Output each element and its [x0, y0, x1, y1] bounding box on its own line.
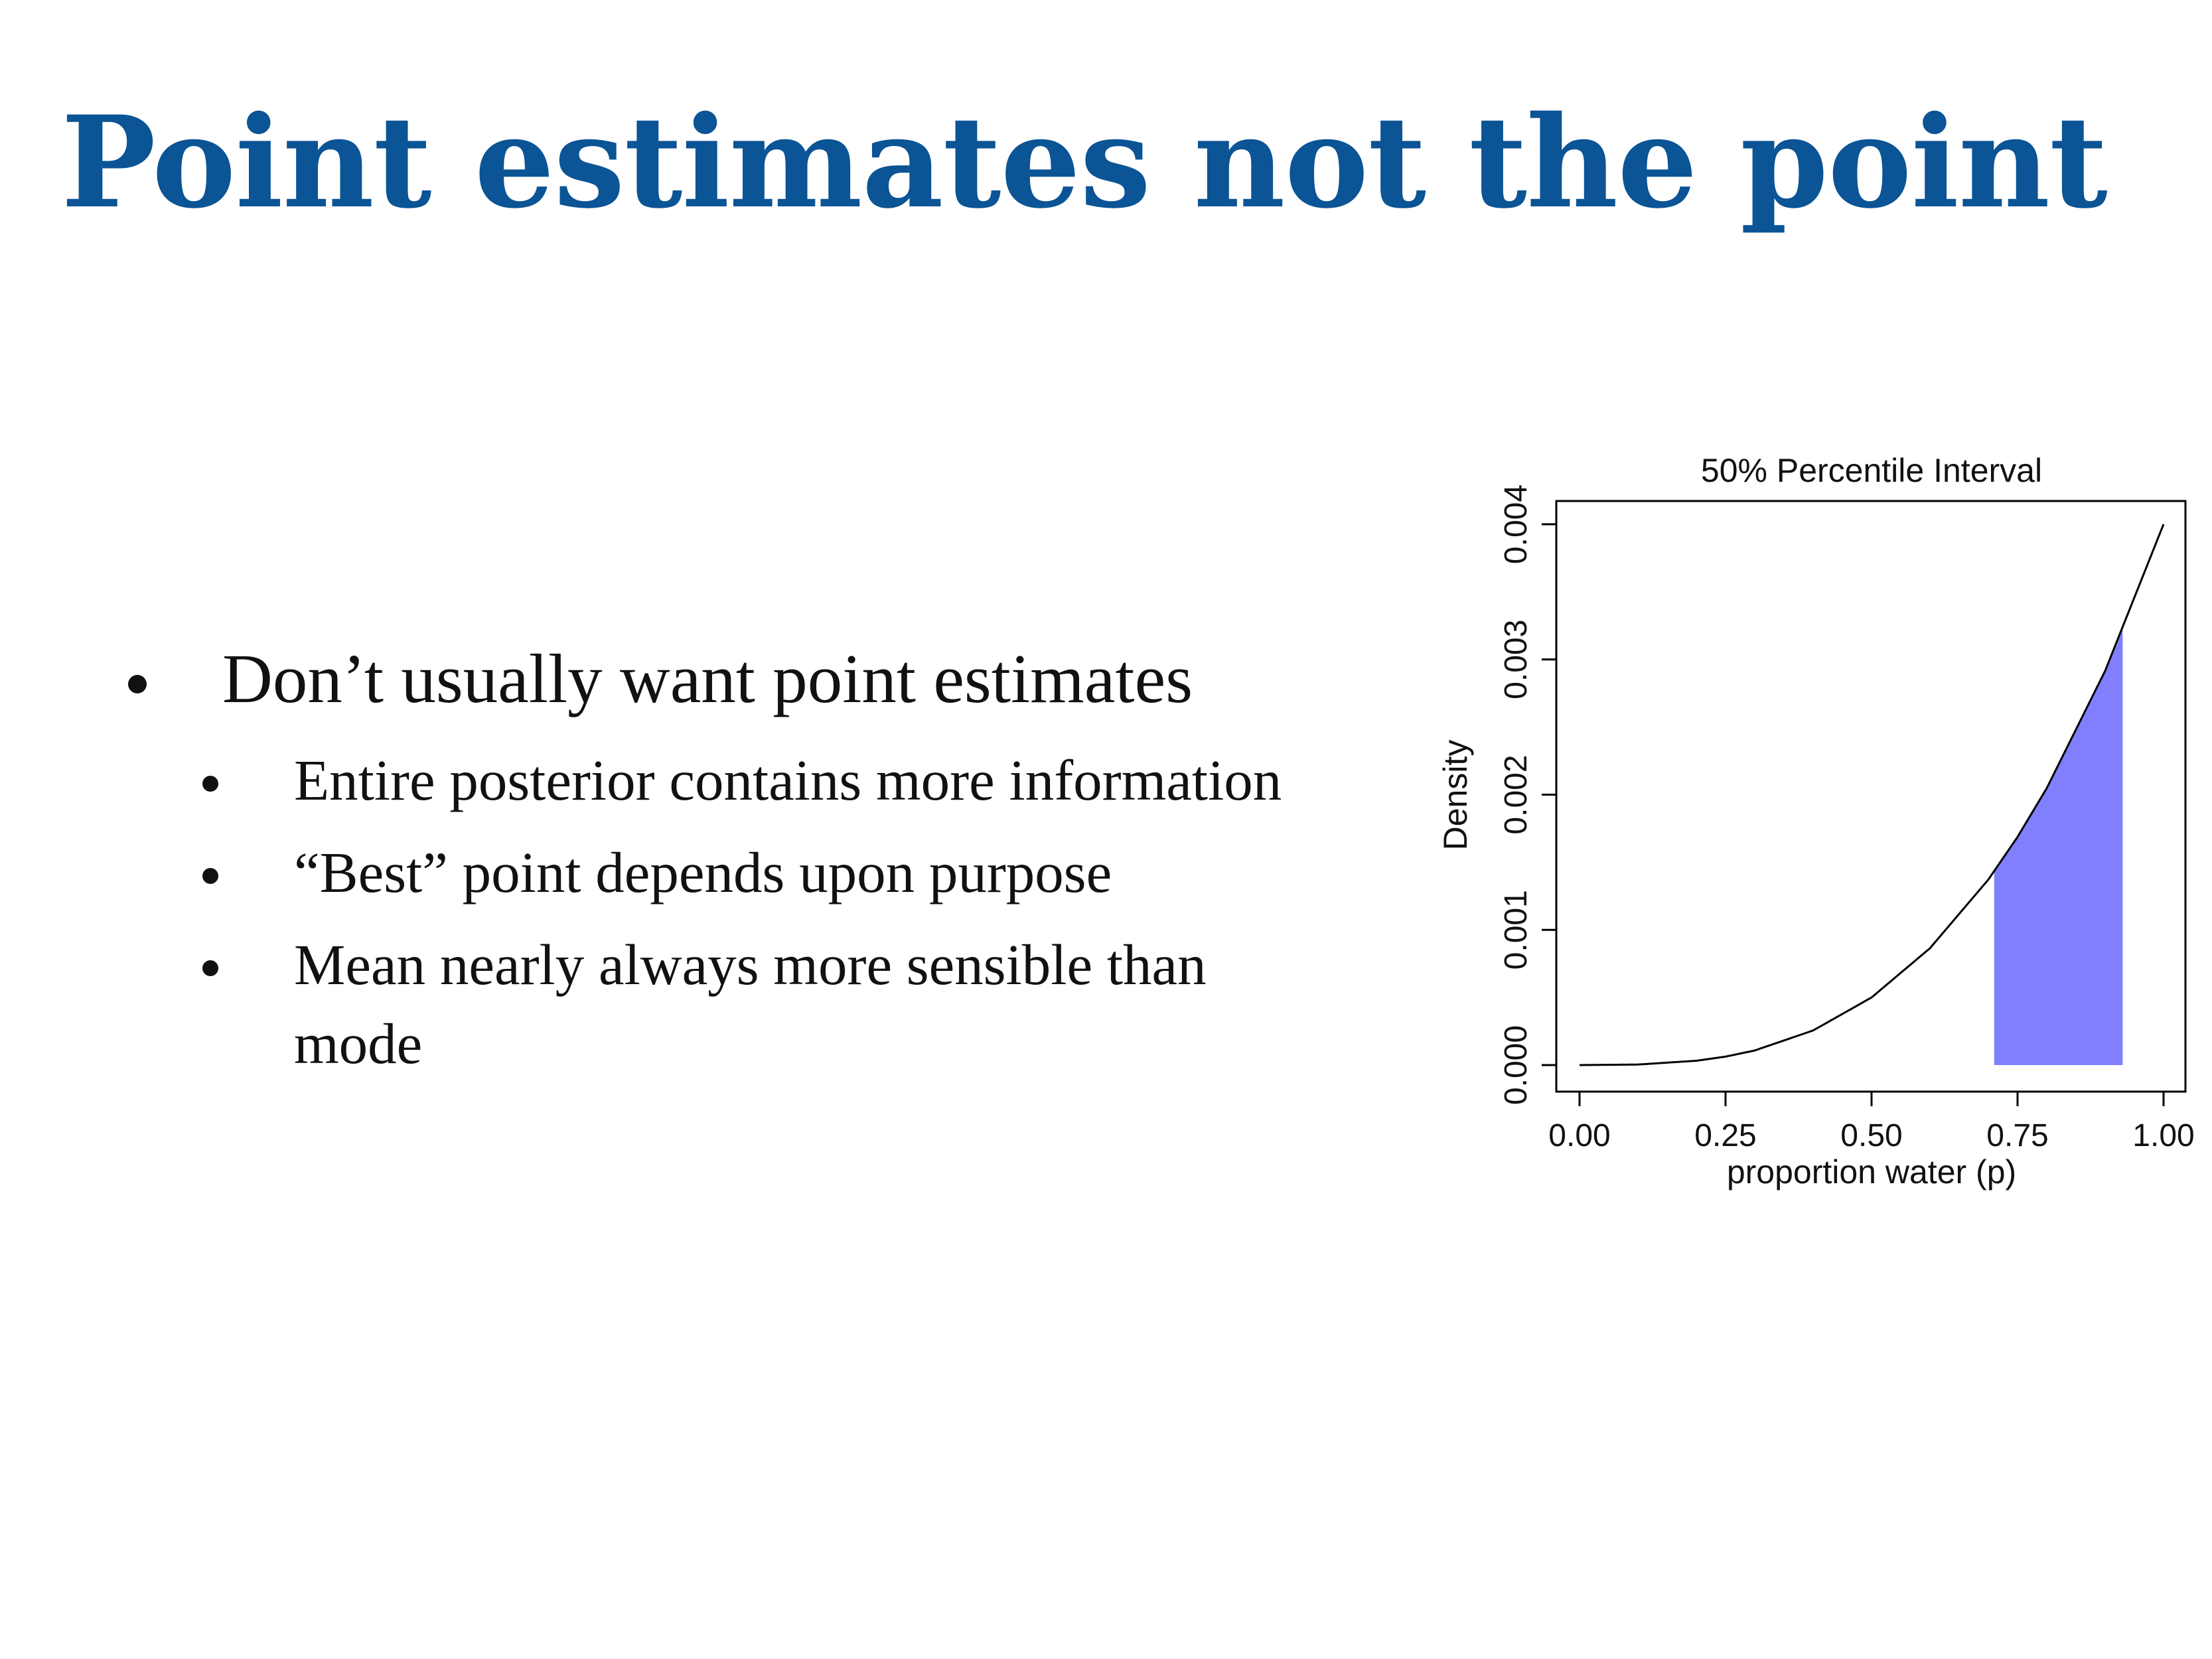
chart-svg: 50% Percentile Interval proportion water…: [1427, 451, 2212, 1234]
slide-title: Point estimates not the point: [61, 100, 2107, 226]
bullet-dot-icon: [202, 868, 218, 884]
chart-plot-area: 0.00 0.25 0.50 0.75 1.00 0.000 0.001 0.002 0.003…: [1499, 484, 2195, 1153]
x-tick-label: 0.75: [1986, 1118, 2048, 1153]
chart-title: 50% Percentile Interval: [1701, 452, 2042, 489]
x-tick-label: 0.25: [1694, 1118, 1756, 1153]
y-tick-label: 0.000: [1499, 1025, 1534, 1105]
x-tick-label: 1.00: [2132, 1118, 2194, 1153]
sub-bullet-list: Entire posterior contains more informati…: [119, 741, 1380, 1083]
bullet-dot-icon: [128, 675, 147, 693]
density-chart: 50% Percentile Interval proportion water…: [1427, 451, 2212, 1234]
y-tick-label: 0.004: [1499, 484, 1534, 564]
sub-bullet-item: Entire posterior contains more informati…: [119, 741, 1290, 820]
bullet-dot-icon: [202, 960, 218, 976]
y-tick-label: 0.001: [1499, 890, 1534, 970]
x-tick-label: 0.50: [1840, 1118, 1902, 1153]
shaded-interval: [1994, 627, 2123, 1065]
y-tick-label: 0.002: [1499, 755, 1534, 834]
x-tick-label: 0.00: [1548, 1118, 1610, 1153]
sub-bullet-text: Entire posterior contains more informati…: [294, 748, 1282, 812]
bullet-main: Don’t usually want point estimates: [119, 637, 1380, 721]
sub-bullet-item: Mean nearly always more sensible than mo…: [119, 925, 1290, 1083]
chart-x-axis-label: proportion water (p): [1727, 1153, 2016, 1190]
bullet-dot-icon: [202, 776, 218, 792]
chart-y-axis-label: Density: [1437, 740, 1474, 851]
sub-bullet-item: “Best” point depends upon purpose: [119, 833, 1290, 912]
sub-bullet-text: Mean nearly always more sensible than mo…: [294, 932, 1207, 1076]
bullet-main-text: Don’t usually want point estimates: [222, 640, 1193, 717]
bullet-list: Don’t usually want point estimates Entir…: [119, 637, 1380, 1096]
y-tick-label: 0.003: [1499, 620, 1534, 699]
sub-bullet-text: “Best” point depends upon purpose: [294, 840, 1112, 904]
